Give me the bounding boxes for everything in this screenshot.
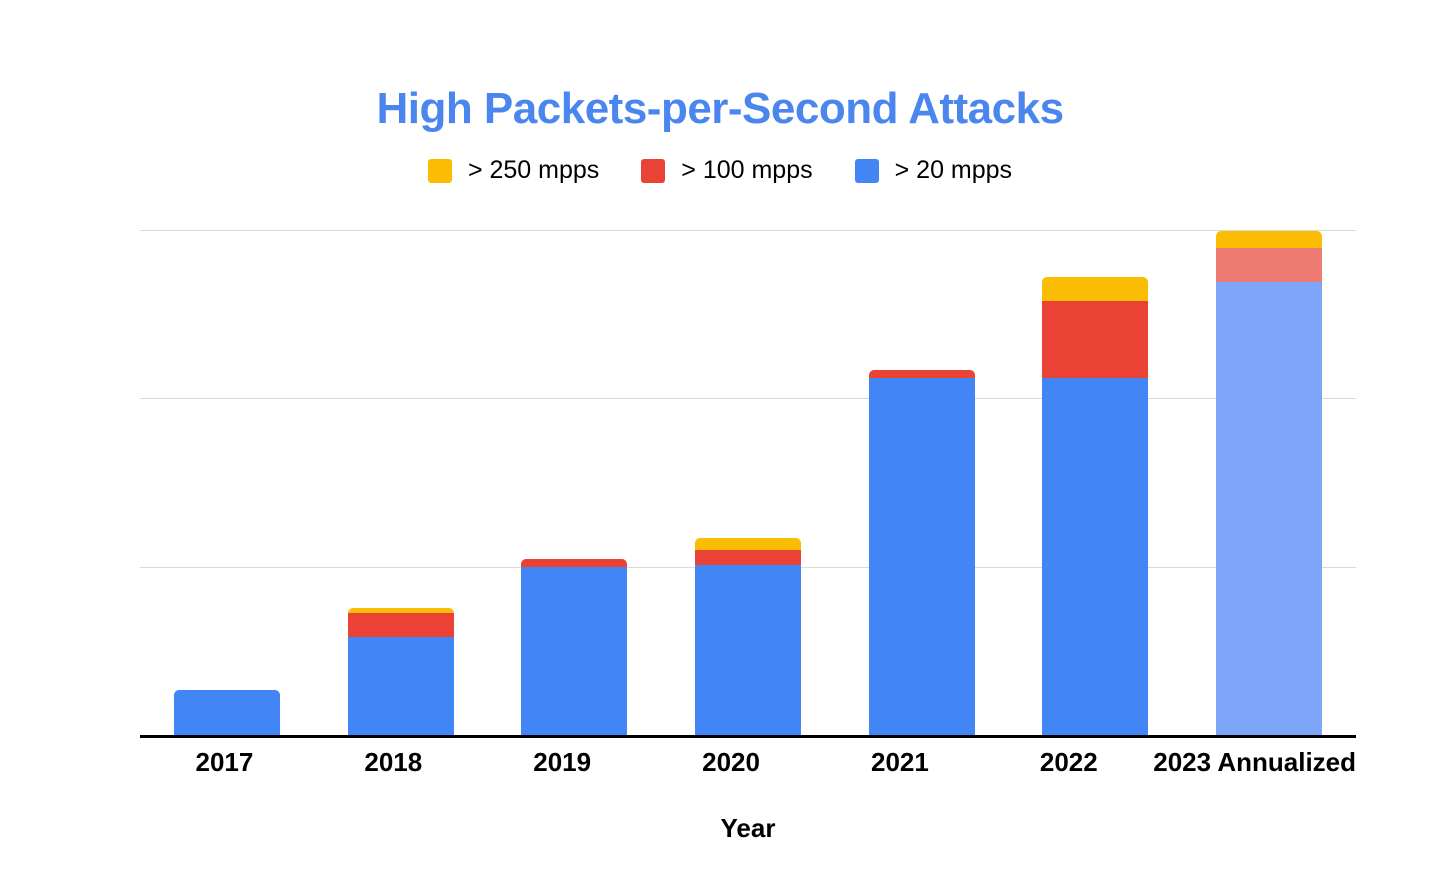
bar-2022 — [1042, 277, 1149, 735]
bar-column-2022 — [1009, 230, 1183, 735]
bar-column-2019 — [487, 230, 661, 735]
gridline-middle — [140, 398, 1356, 399]
x-axis-title: Year — [720, 813, 776, 843]
x-axis-label-2019: 2019 — [533, 747, 592, 777]
bar-segment-2018-20mpps — [347, 637, 454, 735]
legend-item-2: > 20 mpps — [854, 156, 1013, 185]
bar-segment-2019-20mpps — [521, 567, 628, 735]
bar-segment-2017-20mpps — [173, 690, 280, 735]
legend-item-0: > 250 mpps — [427, 156, 600, 185]
plot-area — [140, 230, 1356, 738]
bar-segment-2022-100mpps — [1042, 301, 1149, 378]
legend-label: > 20 mpps — [894, 156, 1013, 184]
bar-segment-2022-250mpps — [1042, 277, 1149, 301]
gridline-top — [140, 230, 1356, 231]
bar-column-2020 — [661, 230, 835, 735]
bar-2023-annualized — [1216, 231, 1323, 735]
bar-segment-2023-annualized-20mpps — [1216, 282, 1323, 735]
legend-swatch-red-icon — [641, 158, 666, 183]
bar-column-2017 — [140, 230, 314, 735]
legend-swatch-yellow-icon — [427, 158, 452, 183]
bar-segment-2022-20mpps — [1042, 378, 1149, 735]
bar-2020 — [695, 538, 802, 735]
bar-2021 — [868, 370, 975, 735]
bar-2018 — [347, 608, 454, 735]
bar-segment-2020-100mpps — [695, 550, 802, 565]
bar-segment-2021-100mpps — [868, 370, 975, 378]
x-axis-label-2017: 2017 — [195, 747, 254, 777]
x-axis-label-2018: 2018 — [364, 747, 423, 777]
bar-segment-2018-100mpps — [347, 613, 454, 637]
bar-segment-2018-250mpps — [347, 608, 454, 613]
legend-label: > 100 mpps — [681, 156, 813, 184]
chart-title: High Packets-per-Second Attacks — [376, 84, 1064, 133]
bar-columns — [140, 230, 1356, 735]
legend-label: > 250 mpps — [467, 156, 600, 184]
x-axis-label-2022: 2022 — [1039, 747, 1098, 777]
bar-2017 — [173, 690, 280, 735]
bar-2019 — [521, 559, 628, 735]
x-axis-label-2021: 2021 — [871, 747, 929, 777]
bar-segment-2020-250mpps — [695, 538, 802, 550]
chart-legend: > 250 mpps > 100 mpps > 20 mpps — [0, 156, 1440, 185]
bar-segment-2021-20mpps — [868, 378, 975, 735]
bar-segment-2020-20mpps — [695, 565, 802, 735]
x-axis-label-2020: 2020 — [702, 747, 760, 777]
bar-segment-2023-annualized-250mpps — [1216, 231, 1323, 248]
bar-column-2018 — [314, 230, 488, 735]
legend-item-1: > 100 mpps — [641, 156, 813, 185]
bar-segment-2023-annualized-100mpps — [1216, 248, 1323, 282]
bar-segment-2019-100mpps — [521, 559, 628, 567]
bar-column-2021 — [835, 230, 1009, 735]
x-axis-labels: 2017 2018 2019 2020 2021 2022 2023 Annualized — [140, 747, 1357, 778]
bar-column-2023-annualized — [1182, 230, 1356, 735]
legend-swatch-blue-icon — [854, 158, 879, 183]
x-axis-label-2023-annualized: 2023 Annualized — [1153, 747, 1357, 777]
